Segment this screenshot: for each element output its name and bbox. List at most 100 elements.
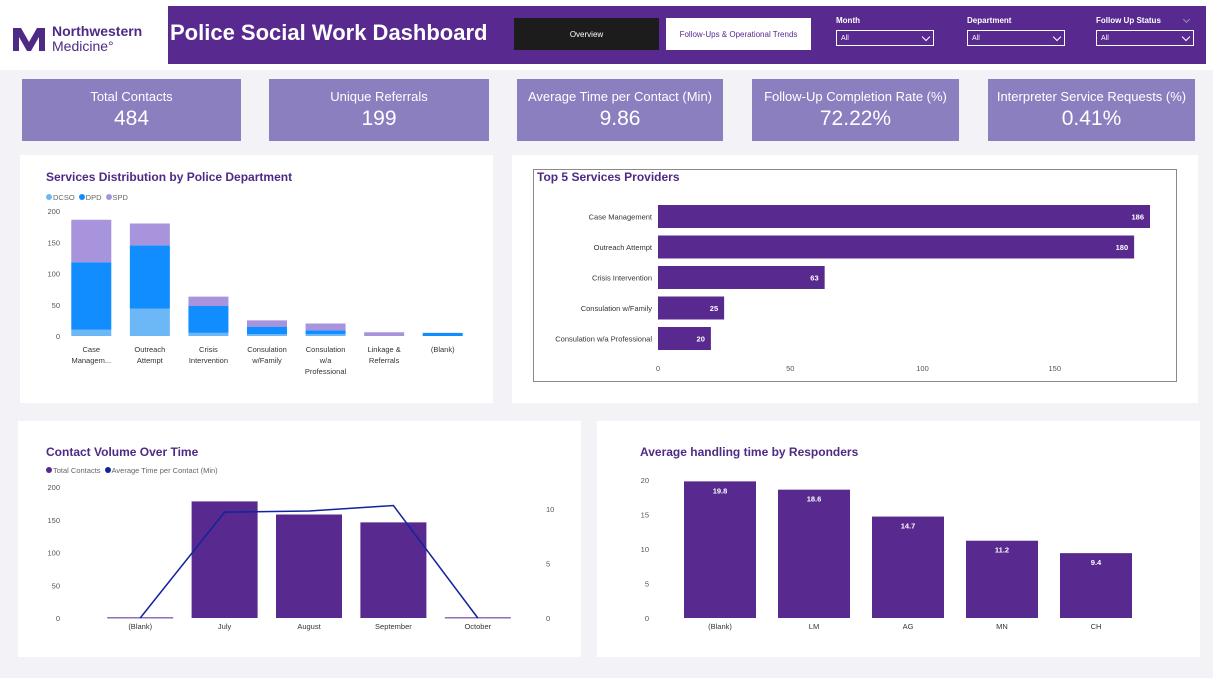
x-tick-label: Referrals <box>369 356 400 365</box>
overview-button[interactable]: Overview <box>514 18 659 50</box>
y-tick-label: 200 <box>47 207 60 216</box>
y-tick-label: 0 <box>645 614 649 623</box>
legend-item[interactable]: DCSO <box>46 193 75 202</box>
bar <box>1060 553 1132 618</box>
x-tick-label: Intervention <box>189 356 228 365</box>
y-tick-label: Crisis Intervention <box>592 274 652 283</box>
x-tick-label: Linkage & <box>367 345 400 354</box>
x-tick-label: Outreach <box>134 345 165 354</box>
bar <box>658 205 1150 228</box>
legend-item[interactable]: Total Contacts <box>46 466 101 475</box>
kpi-label: Total Contacts <box>90 89 173 104</box>
handling-time-chart: 0 5 10 15 20 19.8 (Blank) 18.6 LM 14.7 AG 11.2 MN 9.4… <box>641 476 1132 631</box>
department-select-value: All <box>972 34 980 42</box>
kpi-interpreter-requests: Interpreter Service Requests (%) 0.41% <box>988 79 1195 141</box>
y-tick-label: 15 <box>641 511 649 520</box>
month-select[interactable]: All <box>836 30 934 46</box>
chart-title: Average handling time by Responders <box>640 445 859 459</box>
x-tick-label: (Blank) <box>708 622 732 631</box>
follow-up-status-filter: Follow Up Status All <box>1096 16 1194 46</box>
legend-marker <box>46 467 52 473</box>
month-filter-label: Month <box>836 16 860 25</box>
kpi-follow-up-completion: Follow-Up Completion Rate (%) 72.22% <box>752 79 959 141</box>
month-filter: Month All <box>836 16 934 46</box>
kpi-value: 72.22% <box>819 107 892 130</box>
y-tick-label: Consulation w/a Professional <box>555 335 652 344</box>
legend-item[interactable]: DPD <box>78 193 102 202</box>
x-tick-label: MN <box>996 622 1008 631</box>
y-tick-label: 100 <box>47 270 60 279</box>
y2-tick-label: 0 <box>546 614 550 623</box>
x-tick-label: AG <box>903 622 914 631</box>
x-tick-label: Consulation <box>247 345 287 354</box>
follow-up-status-select-value: All <box>1101 34 1109 42</box>
x-tick-label: July <box>218 622 232 631</box>
logo-line1: Northwestern <box>52 23 143 39</box>
legend-item[interactable]: Average Time per Contact (Min) <box>104 466 218 475</box>
y2-tick-label: 10 <box>546 505 554 514</box>
services-distribution-panel: Services Distribution by Police Departme… <box>20 155 493 403</box>
x-tick-label: 50 <box>786 364 794 373</box>
legend-marker <box>46 194 52 200</box>
x-tick-label: LM <box>809 622 819 631</box>
x-tick-label: September <box>375 622 412 631</box>
bar-segment-spd <box>305 323 346 331</box>
kpi-value: 199 <box>361 107 397 130</box>
data-label: 11.2 <box>995 546 1009 555</box>
y-tick-label: 50 <box>52 581 60 590</box>
follow-ups-trends-button[interactable]: Follow-Ups & Operational Trends <box>666 18 811 50</box>
bar-segment-dpd <box>71 262 112 330</box>
y-tick-label: Outreach Attempt <box>594 243 653 252</box>
y-tick-label: Case Management <box>589 213 653 222</box>
kpi-label: Interpreter Service Requests (%) <box>996 89 1187 104</box>
kpi-total-contacts: Total Contacts 484 <box>22 79 241 141</box>
legend-marker <box>78 194 85 200</box>
bar <box>658 266 825 289</box>
department-select[interactable]: All <box>967 30 1065 46</box>
data-label: 18.6 <box>807 495 822 504</box>
y-tick-label: 100 <box>47 549 60 558</box>
x-tick-label: 0 <box>656 364 660 373</box>
bar-segment-dcso <box>129 308 170 336</box>
kpi-value: 9.86 <box>599 107 641 130</box>
y-tick-label: Consulation w/Family <box>581 304 653 313</box>
x-tick-label: w/Family <box>251 356 282 365</box>
kpi-label: Follow-Up Completion Rate (%) <box>764 89 947 104</box>
bar-segment-dcso <box>305 334 346 336</box>
legend-marker <box>104 467 111 473</box>
bar <box>658 235 1135 259</box>
data-label: 25 <box>710 304 718 313</box>
legend-item[interactable]: SPD <box>105 193 128 202</box>
bar <box>360 522 427 618</box>
bar-segment-dcso <box>71 329 112 336</box>
bar <box>966 540 1038 618</box>
legend-marker <box>105 194 112 200</box>
legend-label: Average Time per Contact (Min) <box>111 466 218 475</box>
bar-segment-spd <box>247 320 287 327</box>
bar-segment-dcso <box>188 332 229 336</box>
follow-up-status-select[interactable]: All <box>1096 30 1194 46</box>
chart-title: Contact Volume Over Time <box>46 445 199 459</box>
bar-segment-spd <box>188 296 229 306</box>
bar <box>872 516 944 618</box>
bar-segment-dpd <box>305 330 346 335</box>
bar <box>191 501 258 618</box>
department-filter-label: Department <box>967 16 1012 25</box>
month-select-value: All <box>841 34 849 42</box>
x-tick-label: Attempt <box>137 356 164 365</box>
bar-segment-dpd <box>247 326 287 335</box>
kpi-unique-referrals: Unique Referrals 199 <box>269 79 489 141</box>
x-tick-label: (Blank) <box>128 622 152 631</box>
y-tick-label: 0 <box>56 614 60 623</box>
x-tick-label: w/a <box>319 356 333 365</box>
legend-label: SPD <box>112 193 128 202</box>
y-tick-label: 150 <box>47 516 60 525</box>
services-distribution-chart: 0 50 100 150 200 Case Managem... Outreach Attemp… <box>47 207 463 376</box>
chart-title: Top 5 Services Providers <box>537 170 680 184</box>
contact-volume-panel: Contact Volume Over Time Total Contacts … <box>18 421 581 657</box>
chevron-down-icon <box>921 32 931 41</box>
chevron-down-icon <box>1052 32 1062 41</box>
x-tick-label: CH <box>1091 622 1102 631</box>
top-providers-panel: Top 5 Services Providers Case Management… <box>512 155 1198 403</box>
data-label: 63 <box>810 274 818 283</box>
